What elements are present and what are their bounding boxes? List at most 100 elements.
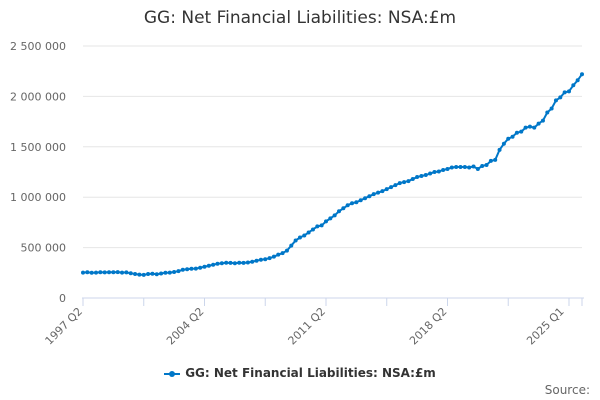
- data-point: [384, 187, 389, 192]
- data-point: [137, 272, 142, 277]
- x-tick-label: 2025 Q1: [524, 305, 567, 348]
- data-point: [471, 164, 476, 169]
- data-point: [146, 272, 151, 277]
- data-point: [315, 224, 320, 229]
- data-point: [250, 259, 255, 264]
- data-point: [553, 98, 558, 103]
- data-point: [267, 256, 272, 261]
- data-point: [497, 147, 502, 152]
- data-point: [441, 167, 446, 172]
- data-point: [510, 134, 515, 139]
- legend-item[interactable]: GG: Net Financial Liabilities: NSA:£m: [0, 366, 600, 380]
- data-point: [176, 269, 181, 274]
- data-point: [337, 209, 342, 214]
- data-point: [493, 157, 498, 162]
- data-point: [215, 261, 220, 266]
- data-point: [527, 124, 532, 129]
- data-point: [523, 125, 528, 130]
- data-point: [232, 261, 237, 266]
- data-point: [363, 196, 368, 201]
- data-point: [89, 270, 94, 275]
- y-tick-label: 2 000 000: [10, 90, 66, 103]
- data-point: [380, 189, 385, 194]
- data-point: [263, 257, 268, 262]
- data-point: [402, 180, 407, 185]
- data-point: [419, 174, 424, 179]
- data-point: [111, 270, 116, 275]
- data-point: [566, 89, 571, 94]
- data-point: [185, 267, 190, 272]
- data-point: [549, 106, 554, 111]
- data-point: [458, 164, 463, 169]
- data-point: [514, 130, 519, 135]
- data-point: [297, 235, 302, 240]
- data-point: [133, 272, 138, 277]
- data-point: [345, 203, 350, 208]
- data-point: [206, 263, 211, 268]
- data-point: [506, 136, 511, 141]
- data-point: [154, 272, 159, 277]
- data-point: [332, 213, 337, 218]
- data-point: [302, 233, 307, 238]
- data-point: [284, 248, 289, 253]
- data-point: [358, 198, 363, 203]
- data-point: [575, 78, 580, 83]
- data-point: [540, 118, 545, 123]
- data-point: [562, 90, 567, 95]
- data-point: [488, 158, 493, 163]
- data-point: [180, 267, 185, 272]
- legend-line-marker-icon: [164, 370, 181, 377]
- data-point: [580, 72, 584, 77]
- data-point: [480, 163, 485, 168]
- data-point: [319, 223, 324, 228]
- chart-title: GG: Net Financial Liabilities: NSA:£m: [143, 8, 457, 28]
- data-point: [484, 162, 489, 167]
- data-point: [558, 95, 563, 100]
- x-tick-label: 2004 Q2: [164, 305, 207, 348]
- data-point: [545, 110, 550, 115]
- data-point: [159, 271, 164, 276]
- data-point: [571, 83, 576, 88]
- y-tick-label: 1 000 000: [10, 191, 66, 204]
- data-point: [172, 269, 177, 274]
- data-point: [198, 265, 203, 270]
- data-point: [237, 260, 242, 265]
- data-point: [224, 260, 229, 265]
- data-point: [289, 243, 294, 248]
- data-point: [85, 270, 90, 275]
- data-point: [454, 164, 459, 169]
- data-point: [193, 266, 198, 271]
- y-tick-label: 2 500 000: [10, 40, 66, 53]
- data-point: [211, 262, 216, 267]
- data-point: [462, 164, 467, 169]
- data-point: [245, 260, 250, 265]
- data-point: [449, 165, 454, 170]
- data-point: [163, 270, 168, 275]
- data-point: [107, 270, 112, 275]
- source-label: Source:: [544, 383, 590, 397]
- data-point: [323, 219, 328, 224]
- data-point: [306, 230, 311, 235]
- data-point: [228, 260, 233, 265]
- data-point: [141, 272, 146, 277]
- data-point: [423, 173, 428, 178]
- data-point: [406, 179, 411, 184]
- data-point: [328, 216, 333, 221]
- data-point: [445, 166, 450, 171]
- data-point: [501, 141, 506, 146]
- data-point: [124, 270, 129, 275]
- data-point: [120, 270, 125, 275]
- data-point: [310, 227, 315, 232]
- data-point: [94, 270, 99, 275]
- data-point: [81, 270, 85, 275]
- data-point: [258, 257, 263, 262]
- data-point: [367, 194, 372, 199]
- data-point: [532, 125, 537, 130]
- series-line: [82, 73, 583, 276]
- y-tick-label: 0: [59, 292, 66, 305]
- data-point: [115, 270, 120, 275]
- data-point: [254, 258, 259, 263]
- data-point: [536, 121, 541, 126]
- data-point: [128, 271, 133, 276]
